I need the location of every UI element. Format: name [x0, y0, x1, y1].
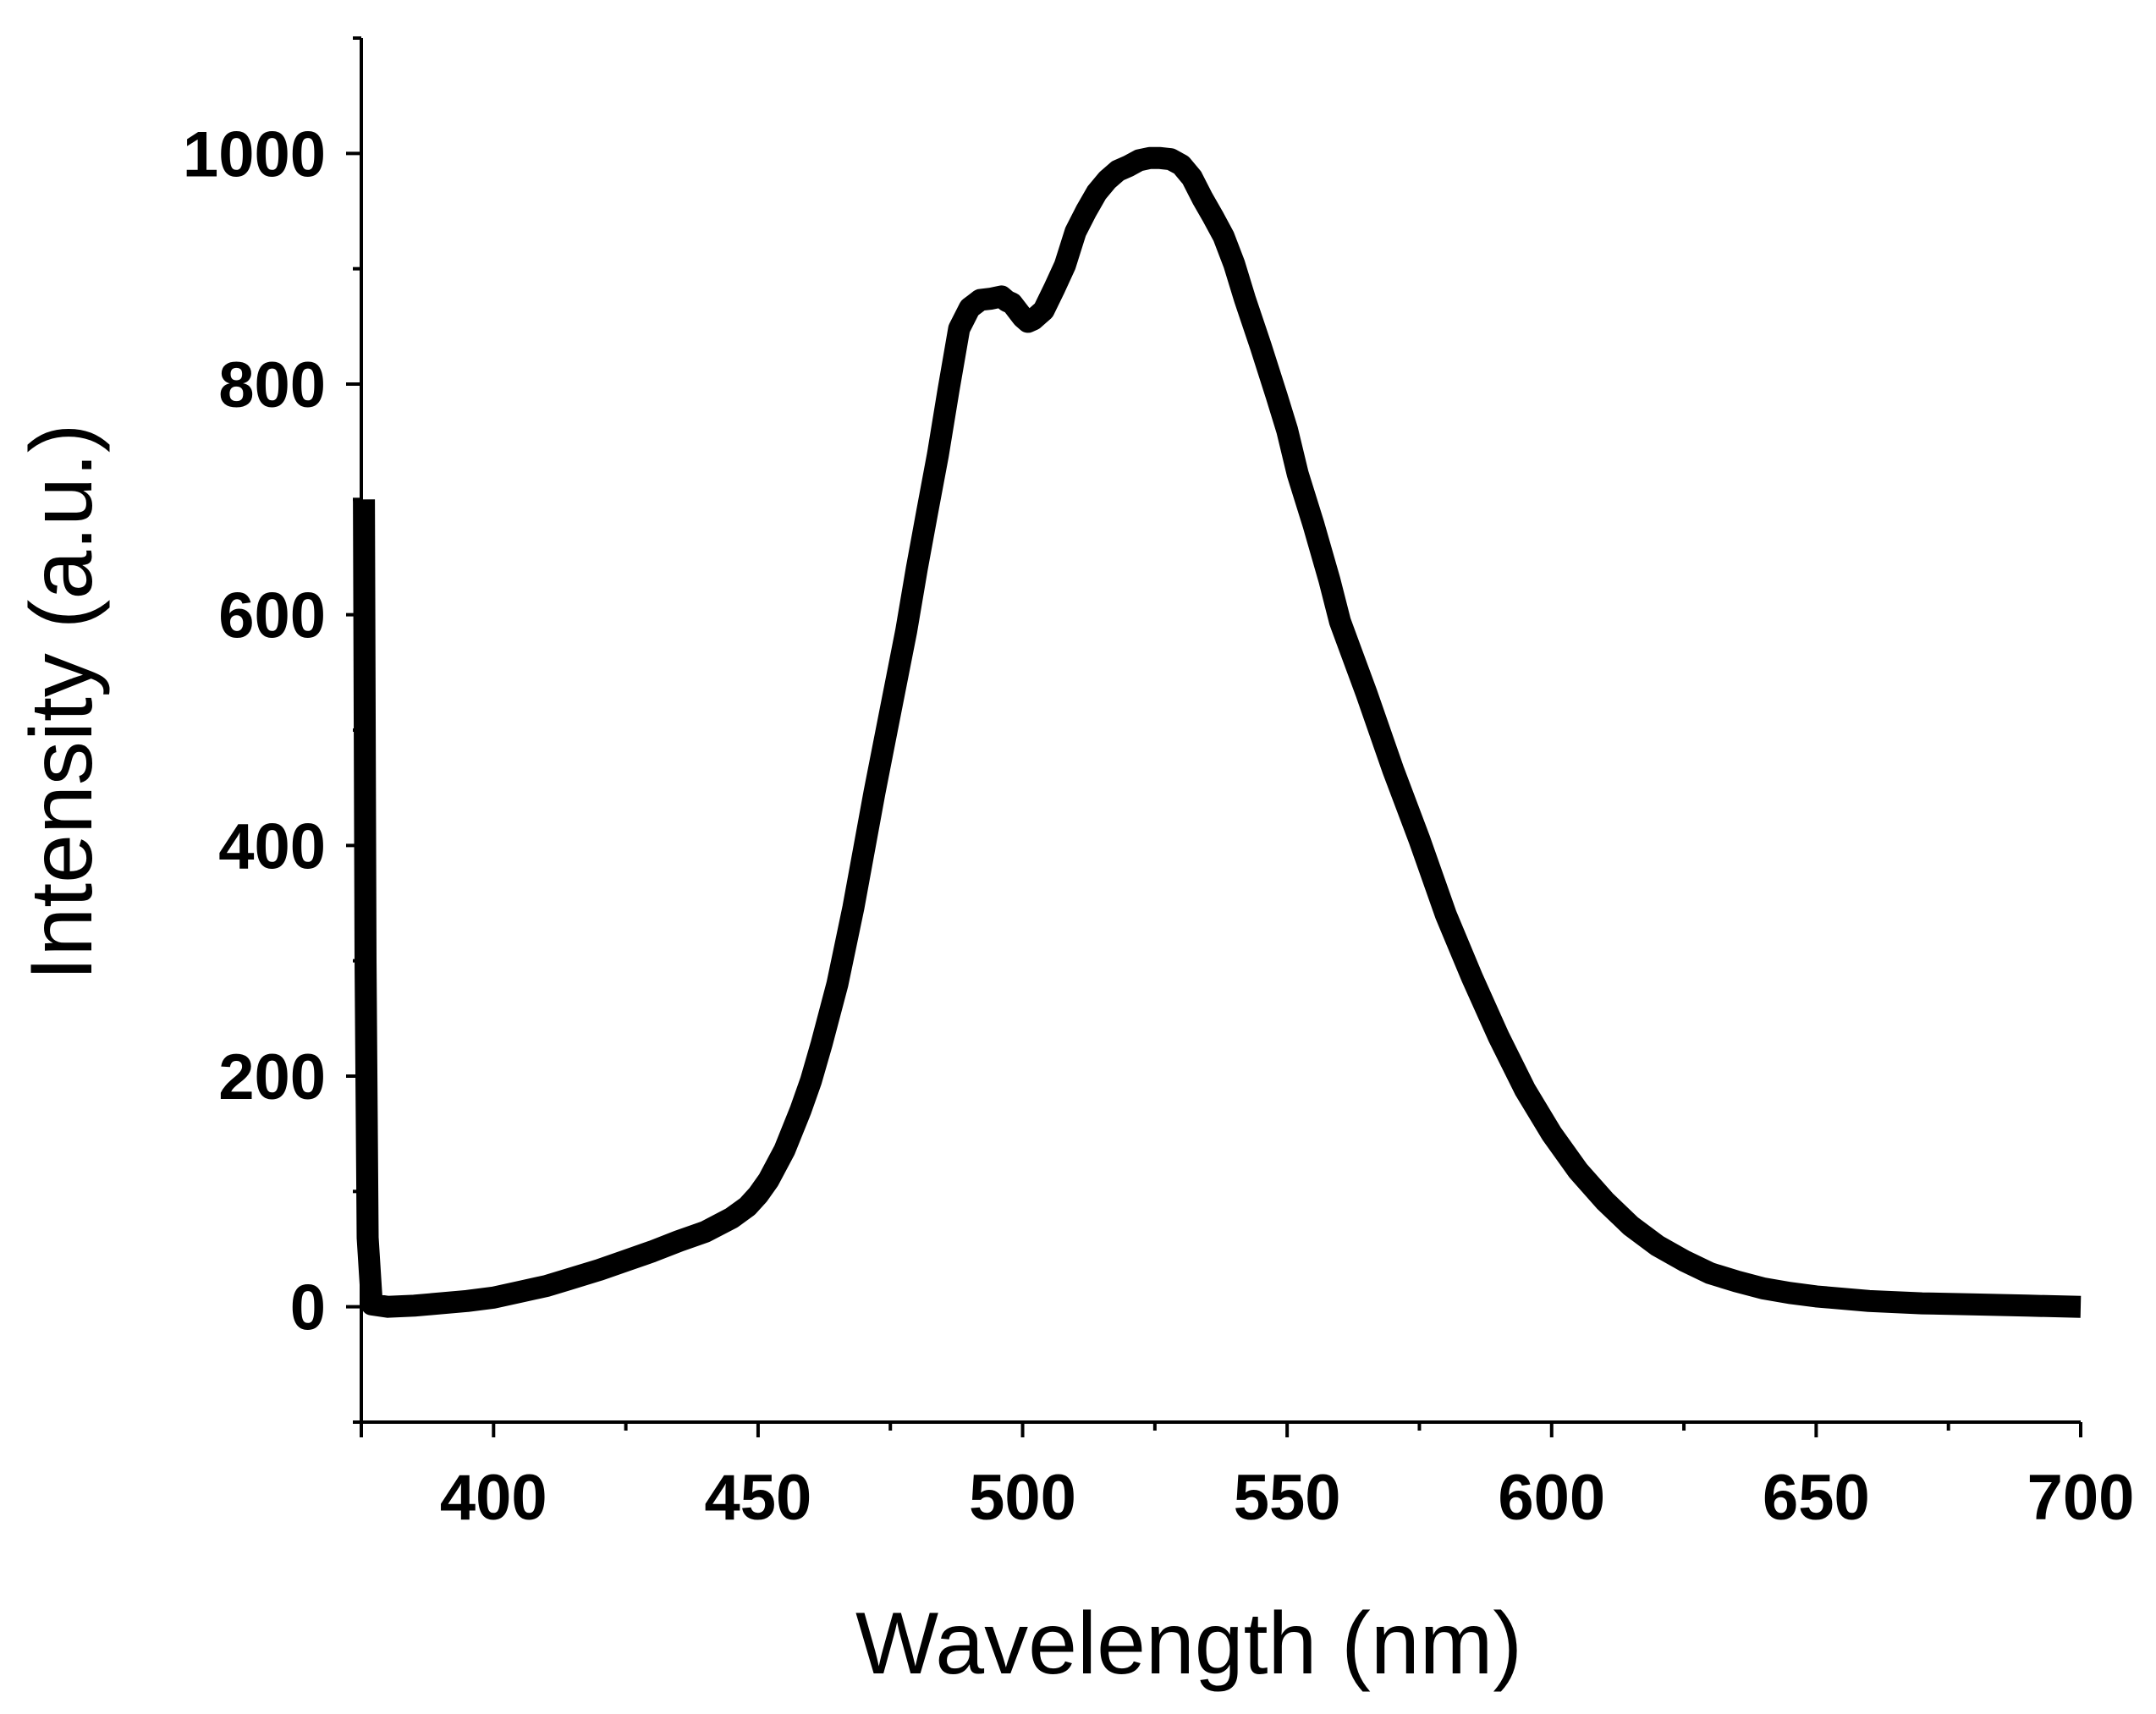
y-tick-label: 0	[290, 1272, 326, 1344]
y-tick-label: 800	[218, 349, 326, 421]
y-tick-label: 200	[218, 1041, 326, 1113]
y-tick-label: 400	[218, 810, 326, 882]
x-tick-label: 650	[1763, 1462, 1870, 1534]
chart: 400 450 500 550 600 650 700 0 200 400 600 800 1000 W…	[0, 0, 2156, 1710]
x-axis-title: Wavelength (nm)	[855, 1595, 1522, 1693]
x-tick-label: 500	[969, 1462, 1076, 1534]
line-chart: 400 450 500 550 600 650 700 0 200 400 600 800 1000 W…	[0, 0, 2156, 1710]
y-axis-title: Intensity (a.u.)	[13, 424, 111, 981]
x-tick-label: 450	[705, 1462, 812, 1534]
y-tick-label: 1000	[183, 118, 326, 190]
x-tick-label: 400	[440, 1462, 547, 1534]
x-tick-label: 550	[1234, 1462, 1341, 1534]
y-tick-label: 600	[218, 580, 326, 652]
x-tick-label: 600	[1498, 1462, 1605, 1534]
x-tick-label: 700	[2027, 1462, 2135, 1534]
